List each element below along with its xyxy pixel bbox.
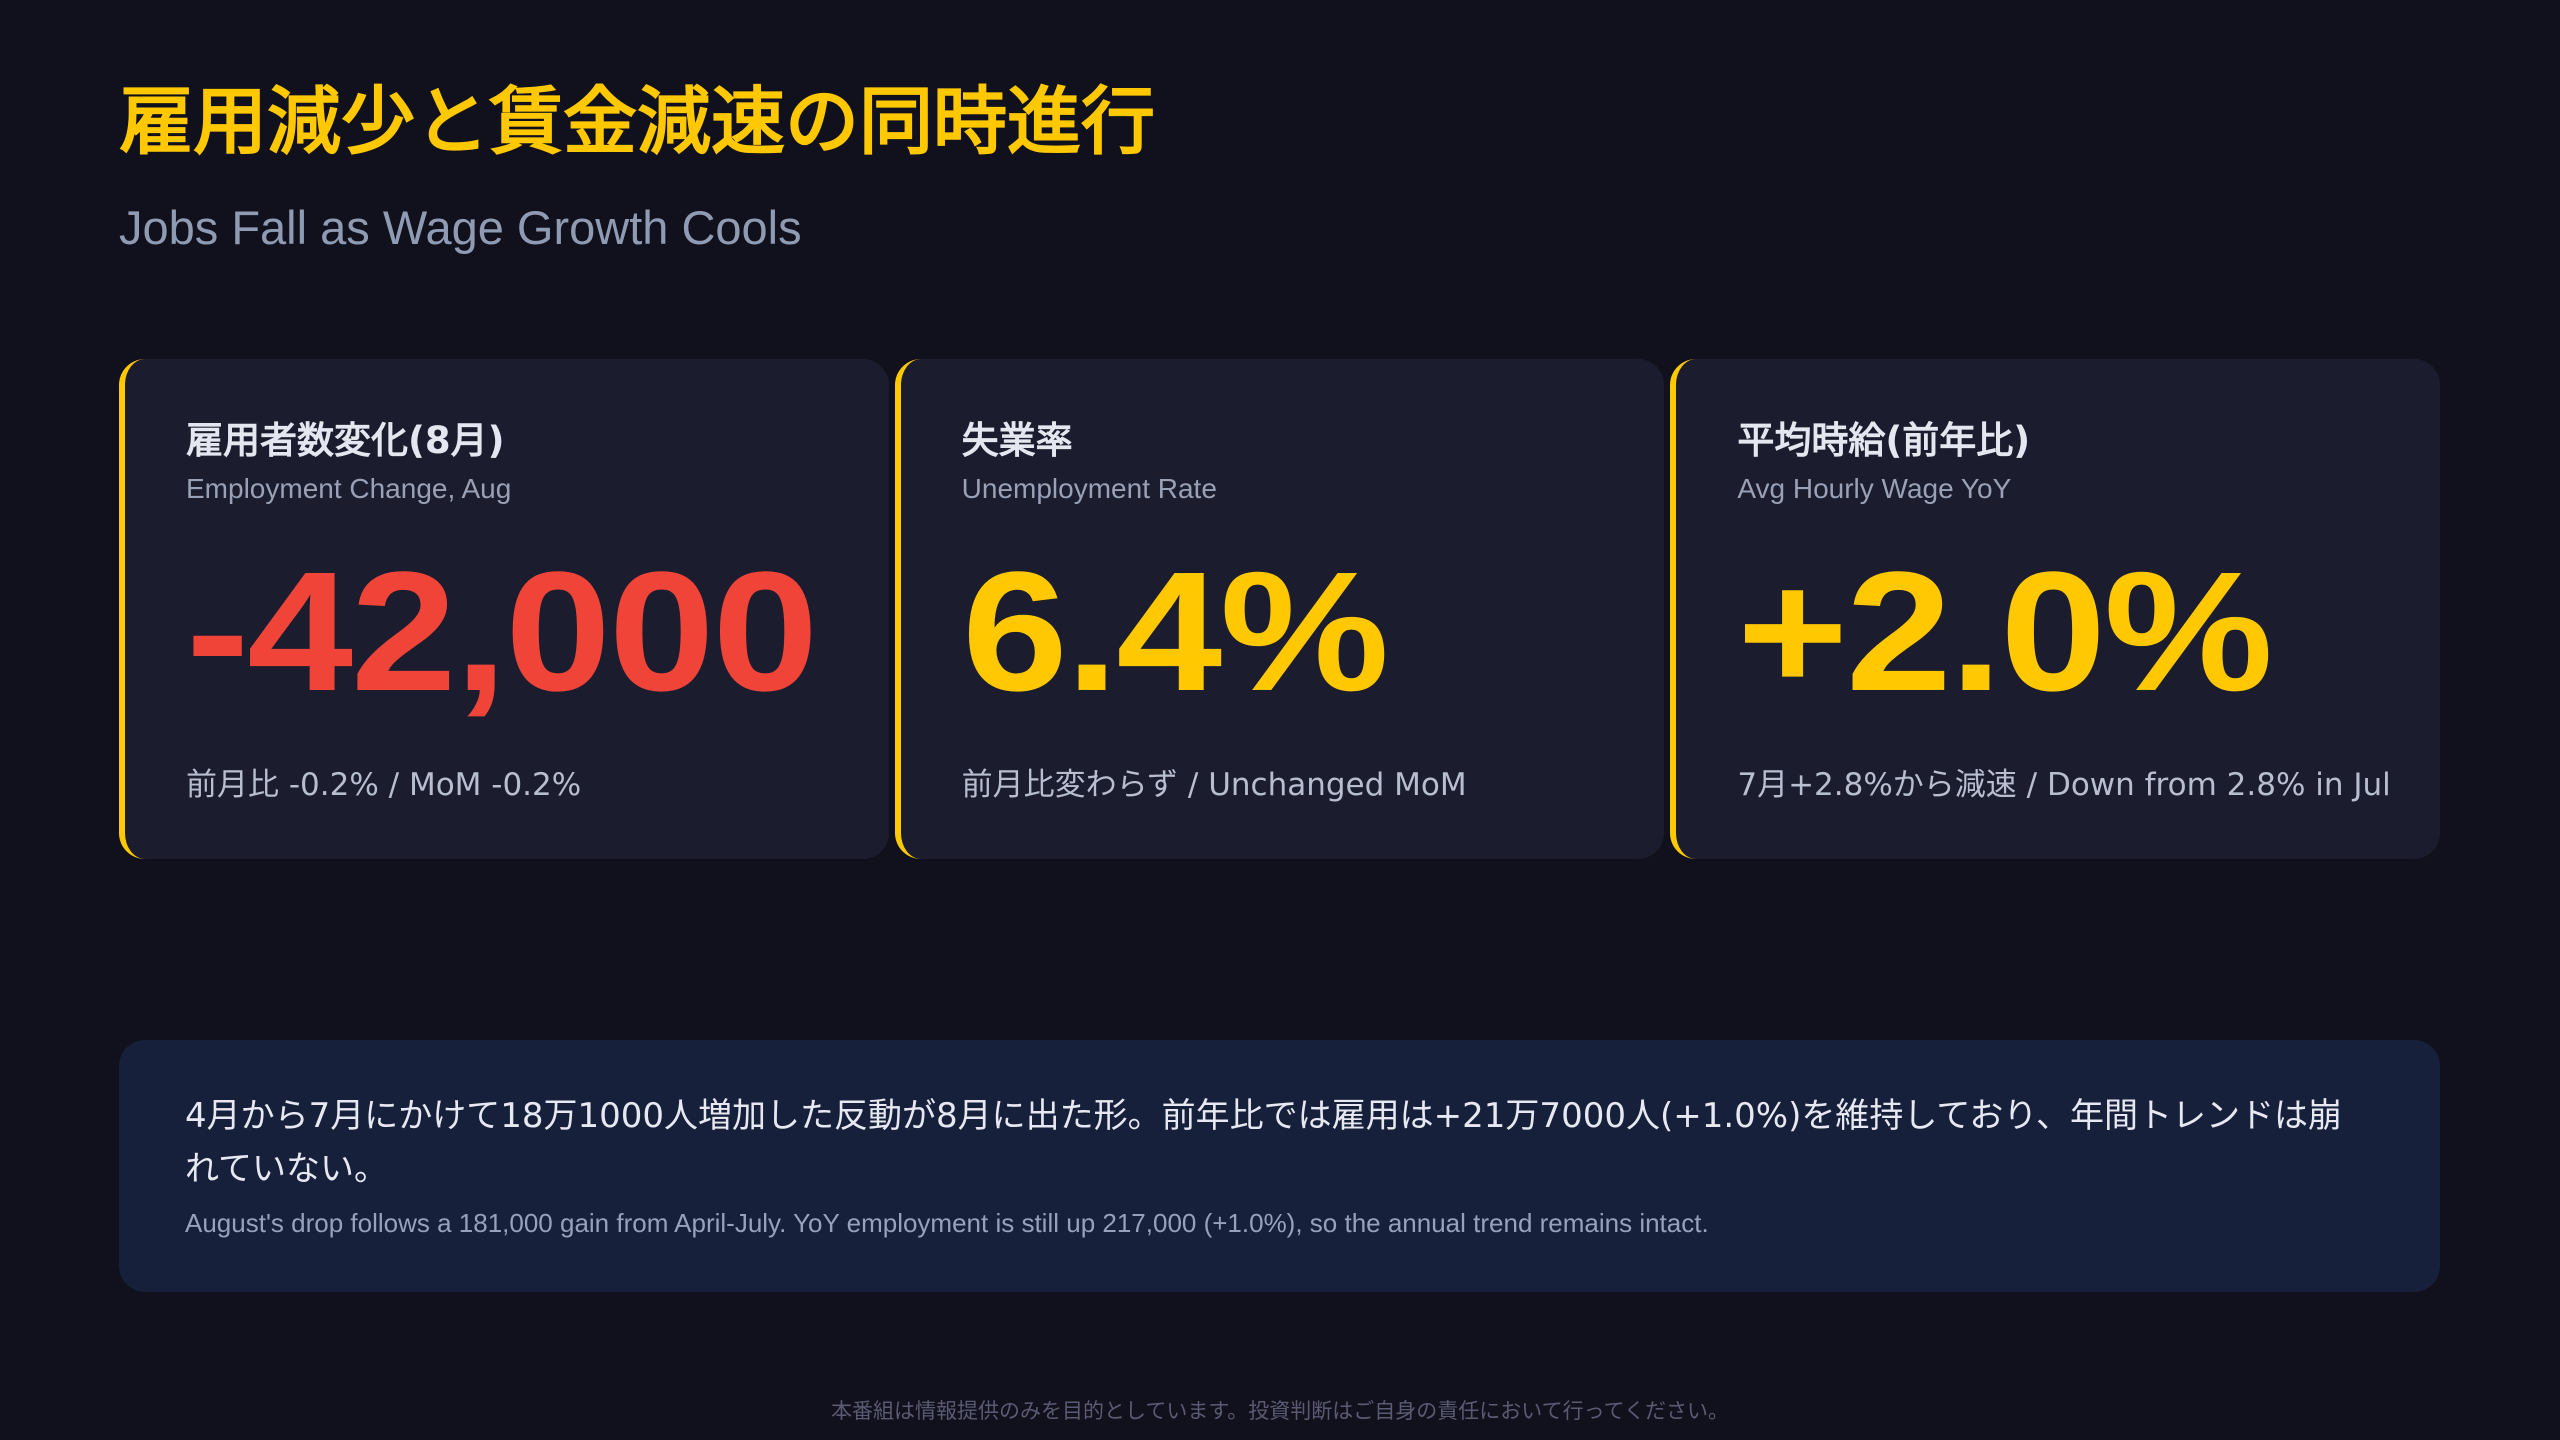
card-label: 雇用者数変化(8月) [186,419,505,462]
card-value: -42,000 [186,537,818,728]
metric-cards: 雇用者数変化(8月) Employment Change, Aug -42,00… [119,359,2441,859]
summary-ja: 4月から7月にかけて18万1000人増加した反動が8月に出た形。前年比では雇用は… [185,1096,2342,1189]
metric-card: 雇用者数変化(8月) Employment Change, Aug -42,00… [119,359,889,859]
card-label: 平均時給(前年比) [1737,419,2031,462]
card-label-en: Avg Hourly Wage YoY [1737,473,2012,505]
card-note: 7月+2.8%から減速 / Down from 2.8% in Jul [1737,767,2391,803]
card-label: 失業率 [961,419,1073,462]
card-label-en: Employment Change, Aug [186,473,512,505]
metric-card: 失業率 Unemployment Rate 6.4% 前月比変わらず / Unc… [894,359,1665,859]
summary-en: August's drop follows a 181,000 gain fro… [185,1208,1709,1238]
card-label-en: Unemployment Rate [961,473,1217,505]
title: 雇用減少と賃金減速の同時進行 [119,79,1155,165]
card-value: +2.0% [1737,537,2273,728]
metric-card: 平均時給(前年比) Avg Hourly Wage YoY +2.0% 7月+2… [1670,359,2441,859]
card-note: 前月比 -0.2% / MoM -0.2% [186,767,582,803]
summary-box: 4月から7月にかけて18万1000人増加した反動が8月に出た形。前年比では雇用は… [119,1040,2440,1292]
card-note: 前月比変わらず / Unchanged MoM [961,767,1467,803]
disclaimer: 本番組は情報提供のみを目的としています。投資判断はご自身の責任において行ってくだ… [831,1399,1729,1423]
subtitle: Jobs Fall as Wage Growth Cools [119,201,802,254]
card-value: 6.4% [961,537,1389,728]
